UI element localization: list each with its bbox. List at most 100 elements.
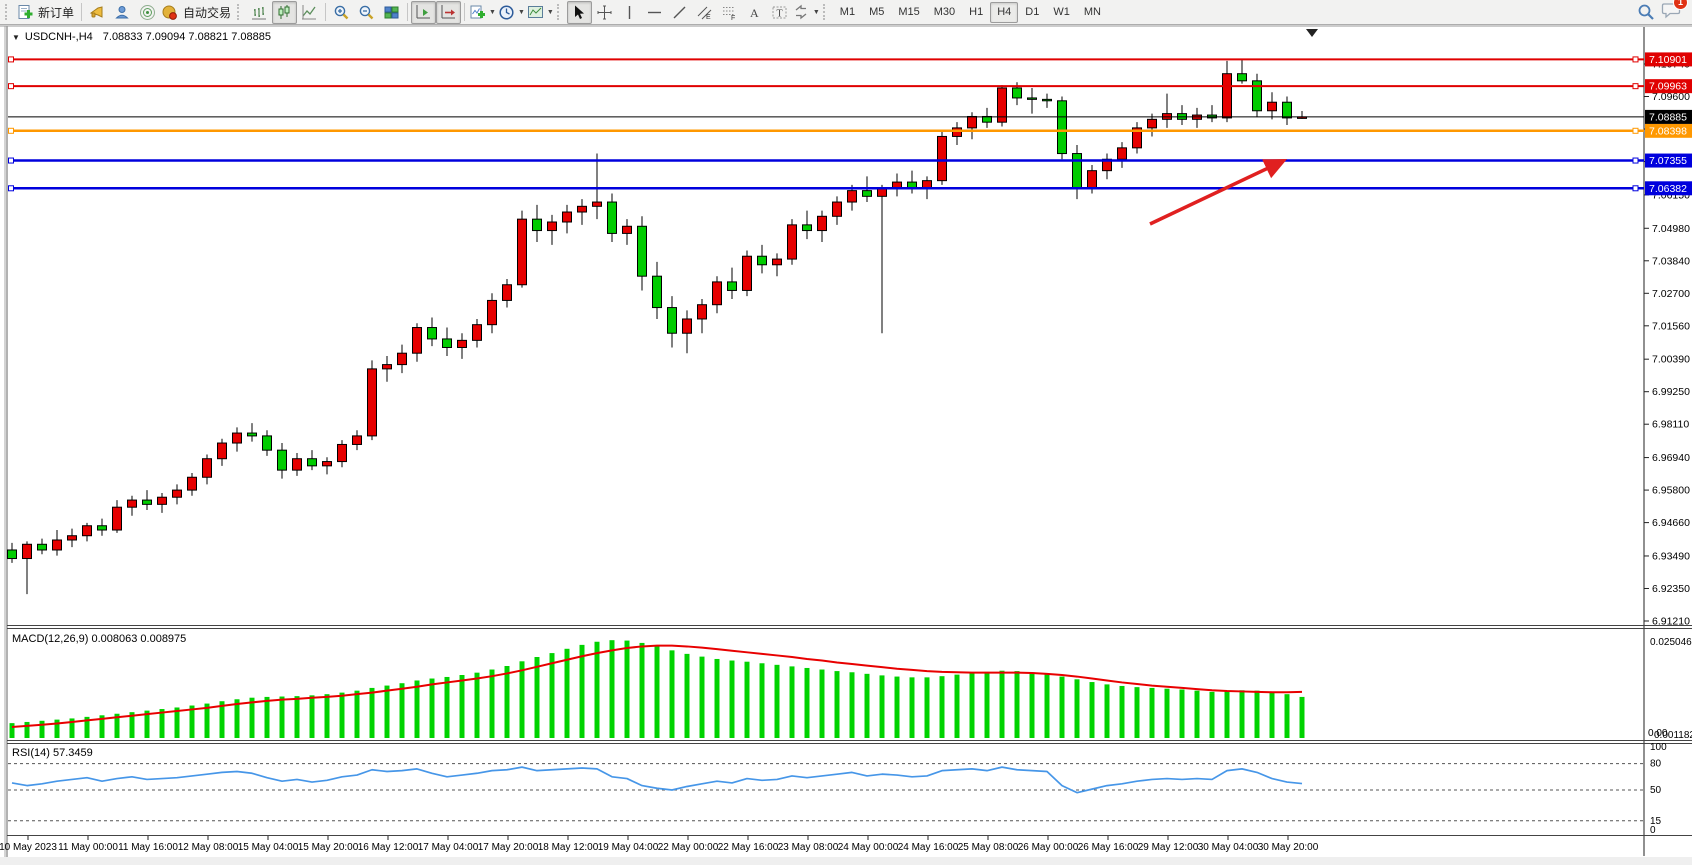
macd-histogram-bar <box>1269 691 1275 738</box>
candlestick <box>367 368 377 437</box>
vertical-line-button[interactable] <box>617 1 642 24</box>
chart-shift-button[interactable] <box>436 0 462 24</box>
macd-histogram-bar <box>684 653 690 738</box>
time-tick-label: 15 May 20:00 <box>298 842 359 853</box>
line-anchor-handle[interactable] <box>8 127 14 134</box>
toolbar-grip[interactable] <box>5 4 11 20</box>
candlestick <box>757 255 767 266</box>
timeframe-button-M30[interactable]: M30 <box>933 6 956 18</box>
candlestick <box>1042 98 1052 102</box>
macd-histogram-bar <box>1044 674 1050 738</box>
toolbar-grip[interactable] <box>556 4 563 20</box>
fibonacci-button[interactable]: F <box>717 1 742 24</box>
crosshair-button[interactable] <box>592 1 617 24</box>
line-anchor-handle[interactable] <box>8 185 14 192</box>
candlestick <box>202 458 212 478</box>
price-tick-label: 7.04980 <box>1652 223 1690 235</box>
timeframe-button-H1[interactable]: H1 <box>969 6 984 18</box>
chart-shift-marker-icon[interactable] <box>1306 29 1318 37</box>
signals-button[interactable] <box>135 1 160 24</box>
toolbar-grip[interactable] <box>237 4 243 20</box>
candlestick <box>727 281 737 291</box>
candlestick <box>697 304 707 320</box>
candlestick <box>262 435 272 451</box>
timeframe-button-W1[interactable]: W1 <box>1053 6 1070 18</box>
macd-histogram-bar <box>564 648 570 738</box>
candle-chart-button[interactable] <box>272 0 298 24</box>
macd-histogram-bar <box>879 675 885 738</box>
macd-histogram-bar <box>1224 691 1230 738</box>
macd-histogram-bar <box>69 718 75 738</box>
macd-signal-line <box>11 644 1303 729</box>
fibonacci-icon: F <box>722 6 735 21</box>
search-icon[interactable] <box>1637 3 1655 21</box>
tile-windows-button[interactable] <box>379 1 404 24</box>
macd-histogram-bar <box>534 657 540 738</box>
channel-button[interactable]: E <box>692 1 717 24</box>
macd-histogram-bar <box>774 664 780 738</box>
auto-scroll-button[interactable] <box>411 0 437 24</box>
new-order-button[interactable]: 新订单 <box>15 1 78 24</box>
macd-histogram-bar <box>1134 687 1140 738</box>
toolbar-grip[interactable] <box>822 4 829 20</box>
megaphone-icon <box>89 5 103 18</box>
cursor-button[interactable] <box>566 0 592 24</box>
separator <box>407 3 409 21</box>
horizontal-line-button[interactable] <box>642 1 667 24</box>
line-anchor-handle[interactable] <box>1632 185 1639 192</box>
timeframe-button-M1[interactable]: M1 <box>839 6 856 18</box>
macd-histogram-bar <box>714 658 720 738</box>
indicators-button[interactable]: ▼ <box>468 1 497 24</box>
candlestick <box>517 218 527 286</box>
line-anchor-handle[interactable] <box>8 157 14 164</box>
time-tick-label: 11 May 16:00 <box>118 842 178 853</box>
zoom-in-button[interactable] <box>329 1 354 24</box>
notifications-button[interactable]: 1 <box>1661 0 1688 24</box>
candlestick <box>52 539 62 551</box>
line-anchor-handle[interactable] <box>1632 127 1639 134</box>
chart-title[interactable]: ▼ USDCNH-,H4 7.08833 7.09094 7.08821 7.0… <box>12 31 271 43</box>
market-button[interactable] <box>85 1 110 24</box>
macd-histogram-bar <box>189 705 195 738</box>
chevron-down-icon: ▼ <box>812 8 820 16</box>
trendline-button[interactable] <box>667 1 692 24</box>
time-tick-label: 16 May 12:00 <box>358 842 419 853</box>
candlestick <box>892 181 902 189</box>
timeframe-button-D1[interactable]: D1 <box>1025 6 1040 18</box>
chart-title-caret-icon[interactable]: ▼ <box>12 32 20 42</box>
bar-chart-button[interactable] <box>247 1 272 24</box>
shapes-button[interactable]: ▼ <box>792 1 821 24</box>
line-anchor-handle[interactable] <box>1632 56 1639 63</box>
text-button[interactable]: A <box>742 1 767 24</box>
candlestick <box>322 461 332 467</box>
vertical-line-icon <box>628 5 631 19</box>
periods-button[interactable]: ▼ <box>497 1 526 24</box>
candlestick <box>922 180 932 189</box>
macd-histogram-bar <box>399 683 405 738</box>
cursor-icon <box>574 5 584 19</box>
timeframe-button-H4[interactable]: H4 <box>990 1 1019 23</box>
candlestick <box>787 224 797 260</box>
macd-histogram-bar <box>1179 689 1185 738</box>
line-anchor-handle[interactable] <box>8 83 14 90</box>
templates-button[interactable]: ▼ <box>526 1 555 24</box>
candlestick <box>607 201 617 234</box>
line-anchor-handle[interactable] <box>8 56 14 63</box>
line-anchor-handle[interactable] <box>1632 83 1639 90</box>
text-label-button[interactable]: T <box>767 1 792 24</box>
zoom-out-button[interactable] <box>354 1 379 24</box>
candlestick <box>172 489 182 498</box>
timeframe-button-MN[interactable]: MN <box>1083 6 1101 18</box>
community-button[interactable] <box>110 1 135 24</box>
timeframe-button-M5[interactable]: M5 <box>869 6 885 18</box>
line-chart-button[interactable] <box>297 1 322 24</box>
timeframe-button-M15[interactable]: M15 <box>898 6 920 18</box>
trend-arrow-annotation[interactable] <box>1149 159 1288 226</box>
autotrade-button[interactable]: 自动交易 <box>160 1 235 24</box>
macd-histogram-bar <box>939 676 945 738</box>
candlestick <box>682 318 692 334</box>
line-anchor-handle[interactable] <box>1632 157 1639 164</box>
macd-histogram-bar <box>264 696 270 738</box>
candlestick <box>577 205 587 213</box>
